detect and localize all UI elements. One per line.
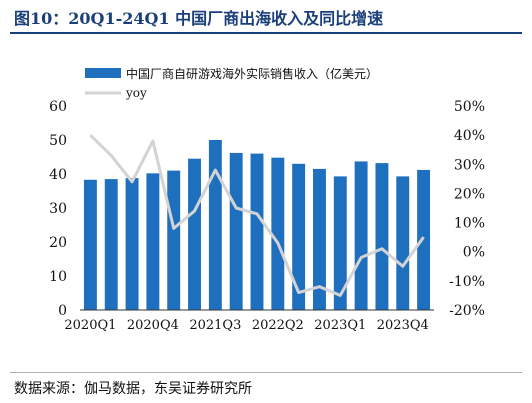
bar-2020Q1 (83, 179, 97, 310)
left-tick-label: 60 (49, 99, 67, 115)
x-tick-label: 2021Q3 (189, 318, 241, 333)
bar-2020Q2 (104, 179, 118, 310)
source-note: 数据来源：伽马数据，东吴证券研究所 (14, 381, 252, 397)
bar-2021Q3 (208, 140, 222, 310)
figure-title: 图10：20Q1-24Q1 中国厂商出海收入及同比增速 (14, 9, 384, 28)
yoy-revenue-chart: 中国厂商自研游戏海外实际销售收入（亿美元） yoy 0102030405060 … (49, 66, 485, 333)
bar-2022Q2 (271, 157, 285, 310)
x-tick-label: 2020Q1 (64, 318, 116, 333)
left-tick-label: 20 (49, 235, 67, 251)
bar-2020Q4 (146, 173, 160, 310)
bar-2022Q1 (250, 153, 264, 310)
bar-2024Q1 (417, 169, 431, 310)
bar-2022Q4 (313, 168, 326, 310)
bar-2021Q1 (167, 170, 181, 310)
yoy-line (89, 134, 425, 297)
right-tick-label: 0% (463, 245, 485, 261)
x-tick-label: 2023Q4 (377, 318, 429, 333)
legend: 中国厂商自研游戏海外实际销售收入（亿美元） yoy (85, 66, 378, 100)
right-tick-label: 30% (454, 157, 485, 173)
bar-2023Q2 (354, 161, 368, 310)
bar-2021Q4 (229, 152, 243, 310)
left-tick-label: 30 (49, 201, 67, 217)
right-tick-label: -20% (449, 303, 485, 319)
right-tick-label: 40% (454, 128, 485, 144)
left-tick-label: 50 (49, 133, 67, 149)
x-tick-label: 2022Q2 (252, 318, 304, 333)
right-axis-ticks: -20% -10% 0% 10% 20% 30% 40% 50% (449, 99, 485, 319)
yoy-line-series (89, 134, 425, 297)
bar-2023Q3 (375, 163, 389, 310)
right-tick-label: 50% (454, 99, 485, 115)
right-tick-label: 10% (454, 216, 485, 232)
legend-bar-swatch (85, 68, 121, 78)
legend-line-label: yoy (125, 86, 147, 100)
left-tick-label: 10 (49, 269, 67, 285)
legend-bar-label: 中国厂商自研游戏海外实际销售收入（亿美元） (126, 66, 378, 81)
left-tick-label: 40 (49, 167, 67, 183)
bar-2023Q4 (396, 176, 410, 310)
x-tick-label: 2023Q1 (314, 318, 366, 333)
right-tick-label: -10% (449, 274, 485, 290)
left-tick-label: 0 (58, 303, 67, 319)
left-axis-ticks: 0 10 20 30 40 50 60 (49, 99, 67, 319)
bar-2023Q1 (333, 176, 347, 310)
bar-2020Q3 (125, 178, 139, 310)
footer-rule (10, 372, 522, 373)
x-tick-label: 2020Q4 (127, 318, 179, 333)
x-axis-ticks: 2020Q1 2020Q4 2021Q3 2022Q2 2023Q1 2023Q4 (64, 318, 428, 333)
title-rule (10, 32, 522, 34)
bar-series (83, 140, 431, 310)
right-tick-label: 20% (454, 186, 485, 202)
bar-2021Q2 (188, 158, 201, 310)
bar-2022Q3 (292, 163, 306, 310)
